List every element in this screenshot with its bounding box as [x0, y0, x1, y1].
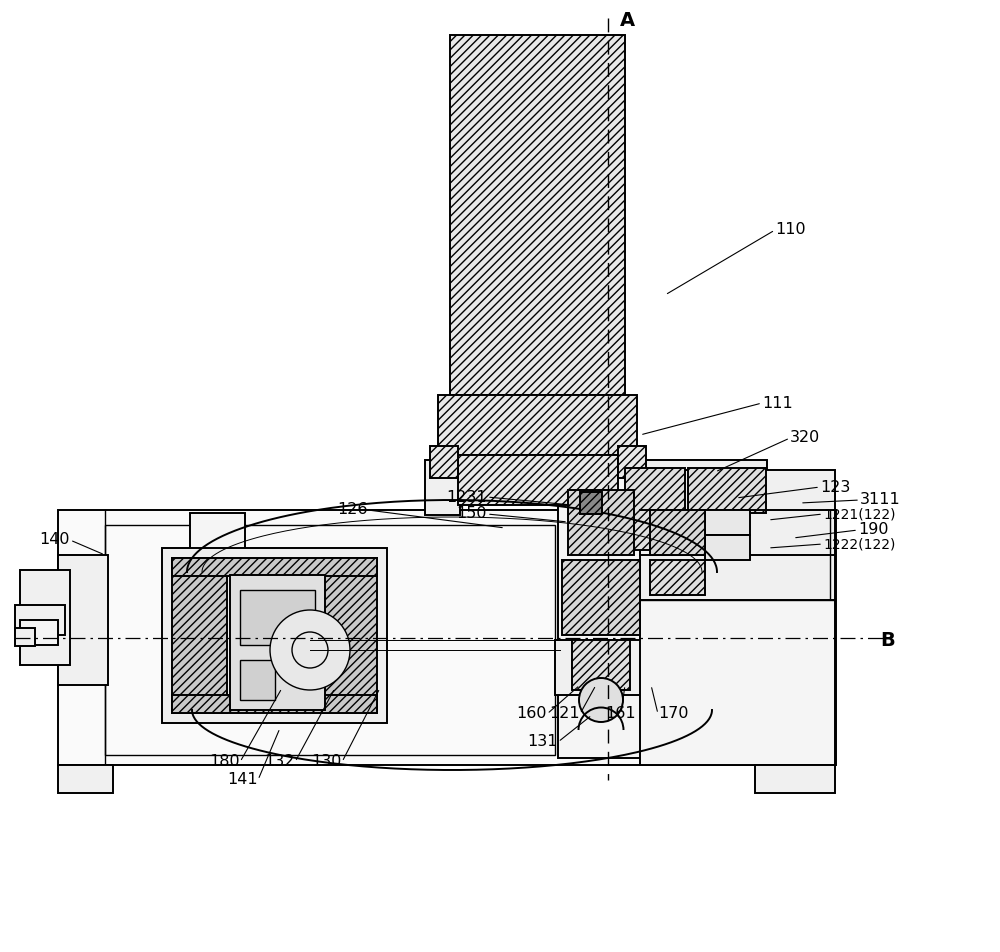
- Bar: [755, 765, 835, 793]
- Text: 170: 170: [658, 706, 688, 722]
- Circle shape: [579, 678, 623, 722]
- Bar: [438, 395, 637, 455]
- Bar: [640, 470, 835, 640]
- Bar: [558, 468, 644, 758]
- Bar: [190, 513, 245, 591]
- Text: 180: 180: [209, 755, 240, 769]
- Bar: [562, 560, 640, 635]
- Text: 161: 161: [606, 706, 636, 722]
- Text: 121: 121: [549, 706, 580, 722]
- Text: 1222(122): 1222(122): [823, 537, 895, 551]
- Bar: [572, 640, 630, 690]
- Text: 141: 141: [227, 772, 258, 787]
- Bar: [640, 600, 835, 765]
- Text: 111: 111: [762, 395, 793, 410]
- Text: 140: 140: [40, 532, 70, 547]
- Text: 1231: 1231: [446, 489, 487, 505]
- Bar: [105, 525, 555, 755]
- Bar: [705, 510, 750, 535]
- Bar: [172, 695, 377, 713]
- Text: 3111: 3111: [860, 492, 901, 507]
- Text: 131: 131: [528, 735, 558, 749]
- Circle shape: [270, 610, 350, 690]
- Bar: [20, 620, 58, 645]
- Bar: [650, 560, 705, 595]
- Bar: [58, 765, 113, 793]
- Bar: [430, 446, 458, 478]
- Bar: [580, 492, 602, 514]
- Text: 126: 126: [338, 503, 368, 518]
- Bar: [322, 558, 377, 713]
- Text: 110: 110: [775, 223, 806, 237]
- Bar: [612, 460, 767, 555]
- Text: 160: 160: [516, 706, 547, 722]
- Bar: [625, 468, 685, 550]
- Text: A: A: [620, 10, 635, 30]
- Bar: [650, 510, 705, 555]
- Text: 130: 130: [312, 755, 342, 769]
- Bar: [555, 640, 645, 695]
- Bar: [20, 570, 70, 665]
- Bar: [172, 558, 227, 713]
- Text: 132: 132: [265, 755, 295, 769]
- Bar: [240, 590, 315, 645]
- Bar: [458, 455, 618, 505]
- Bar: [425, 460, 460, 515]
- Bar: [568, 490, 634, 555]
- Text: 190: 190: [858, 523, 889, 538]
- Bar: [15, 605, 65, 635]
- Bar: [172, 558, 377, 576]
- Bar: [688, 468, 766, 513]
- Bar: [705, 535, 750, 560]
- Bar: [618, 446, 646, 478]
- Bar: [162, 548, 387, 723]
- Bar: [15, 628, 35, 646]
- Bar: [58, 510, 836, 765]
- Bar: [58, 555, 108, 685]
- Text: 320: 320: [790, 430, 820, 446]
- Text: 1221(122): 1221(122): [823, 507, 896, 521]
- Bar: [240, 660, 275, 700]
- Bar: [450, 35, 625, 395]
- Text: 150: 150: [456, 506, 487, 522]
- Text: 123: 123: [820, 480, 850, 494]
- Bar: [230, 575, 325, 710]
- Text: B: B: [880, 630, 895, 649]
